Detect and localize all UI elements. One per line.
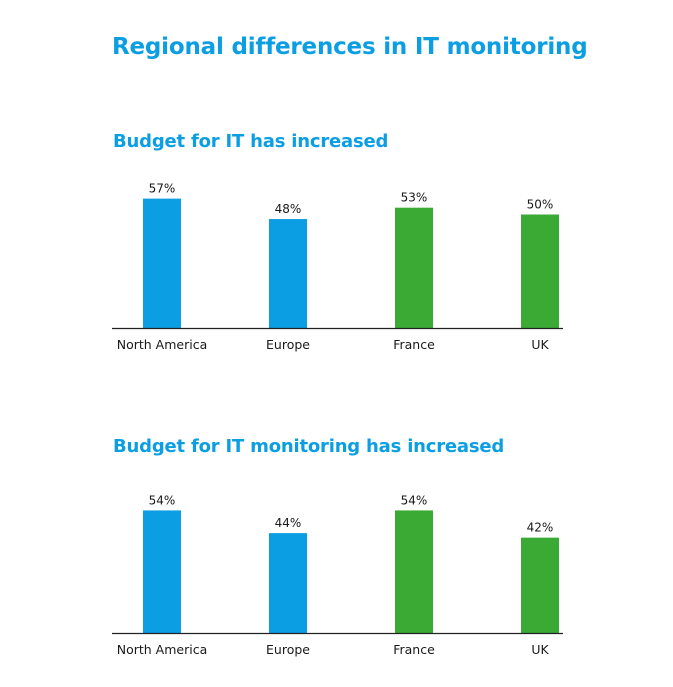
bar-france (395, 207, 433, 328)
data-label-uk: 42% (527, 521, 554, 535)
page-title: Regional differences in IT monitoring (112, 34, 588, 60)
bar-chart-budget-it-monitoring: 54% North America 44% Europe 54% France 42% UK (112, 493, 563, 657)
bar-north-america (143, 510, 181, 633)
x-tick-label-north-america: North America (117, 642, 208, 657)
data-label-france: 53% (401, 191, 428, 205)
chart-title-budget-it: Budget for IT has increased (113, 131, 389, 152)
chart-title-budget-it-monitoring: Budget for IT monitoring has increased (113, 436, 505, 457)
x-tick-label-france: France (393, 642, 435, 657)
x-tick-label-europe: Europe (266, 337, 310, 352)
bar-france (395, 510, 433, 633)
data-label-north-america: 54% (149, 493, 176, 507)
x-tick-label-north-america: North America (117, 337, 208, 352)
x-tick-label-uk: UK (531, 337, 549, 352)
data-label-europe: 48% (275, 202, 302, 216)
bar-chart-budget-it: 57% North America 48% Europe 53% France 50% UK (112, 182, 563, 352)
x-tick-label-france: France (393, 337, 435, 352)
x-tick-label-uk: UK (531, 642, 549, 657)
data-label-north-america: 57% (149, 182, 176, 196)
data-label-uk: 50% (527, 198, 554, 212)
bar-north-america (143, 198, 181, 328)
x-tick-label-europe: Europe (266, 642, 310, 657)
bar-europe (269, 533, 307, 633)
data-label-france: 54% (401, 493, 428, 507)
bar-uk (521, 537, 559, 633)
bar-europe (269, 219, 307, 328)
bar-uk (521, 214, 559, 328)
data-label-europe: 44% (275, 516, 302, 530)
